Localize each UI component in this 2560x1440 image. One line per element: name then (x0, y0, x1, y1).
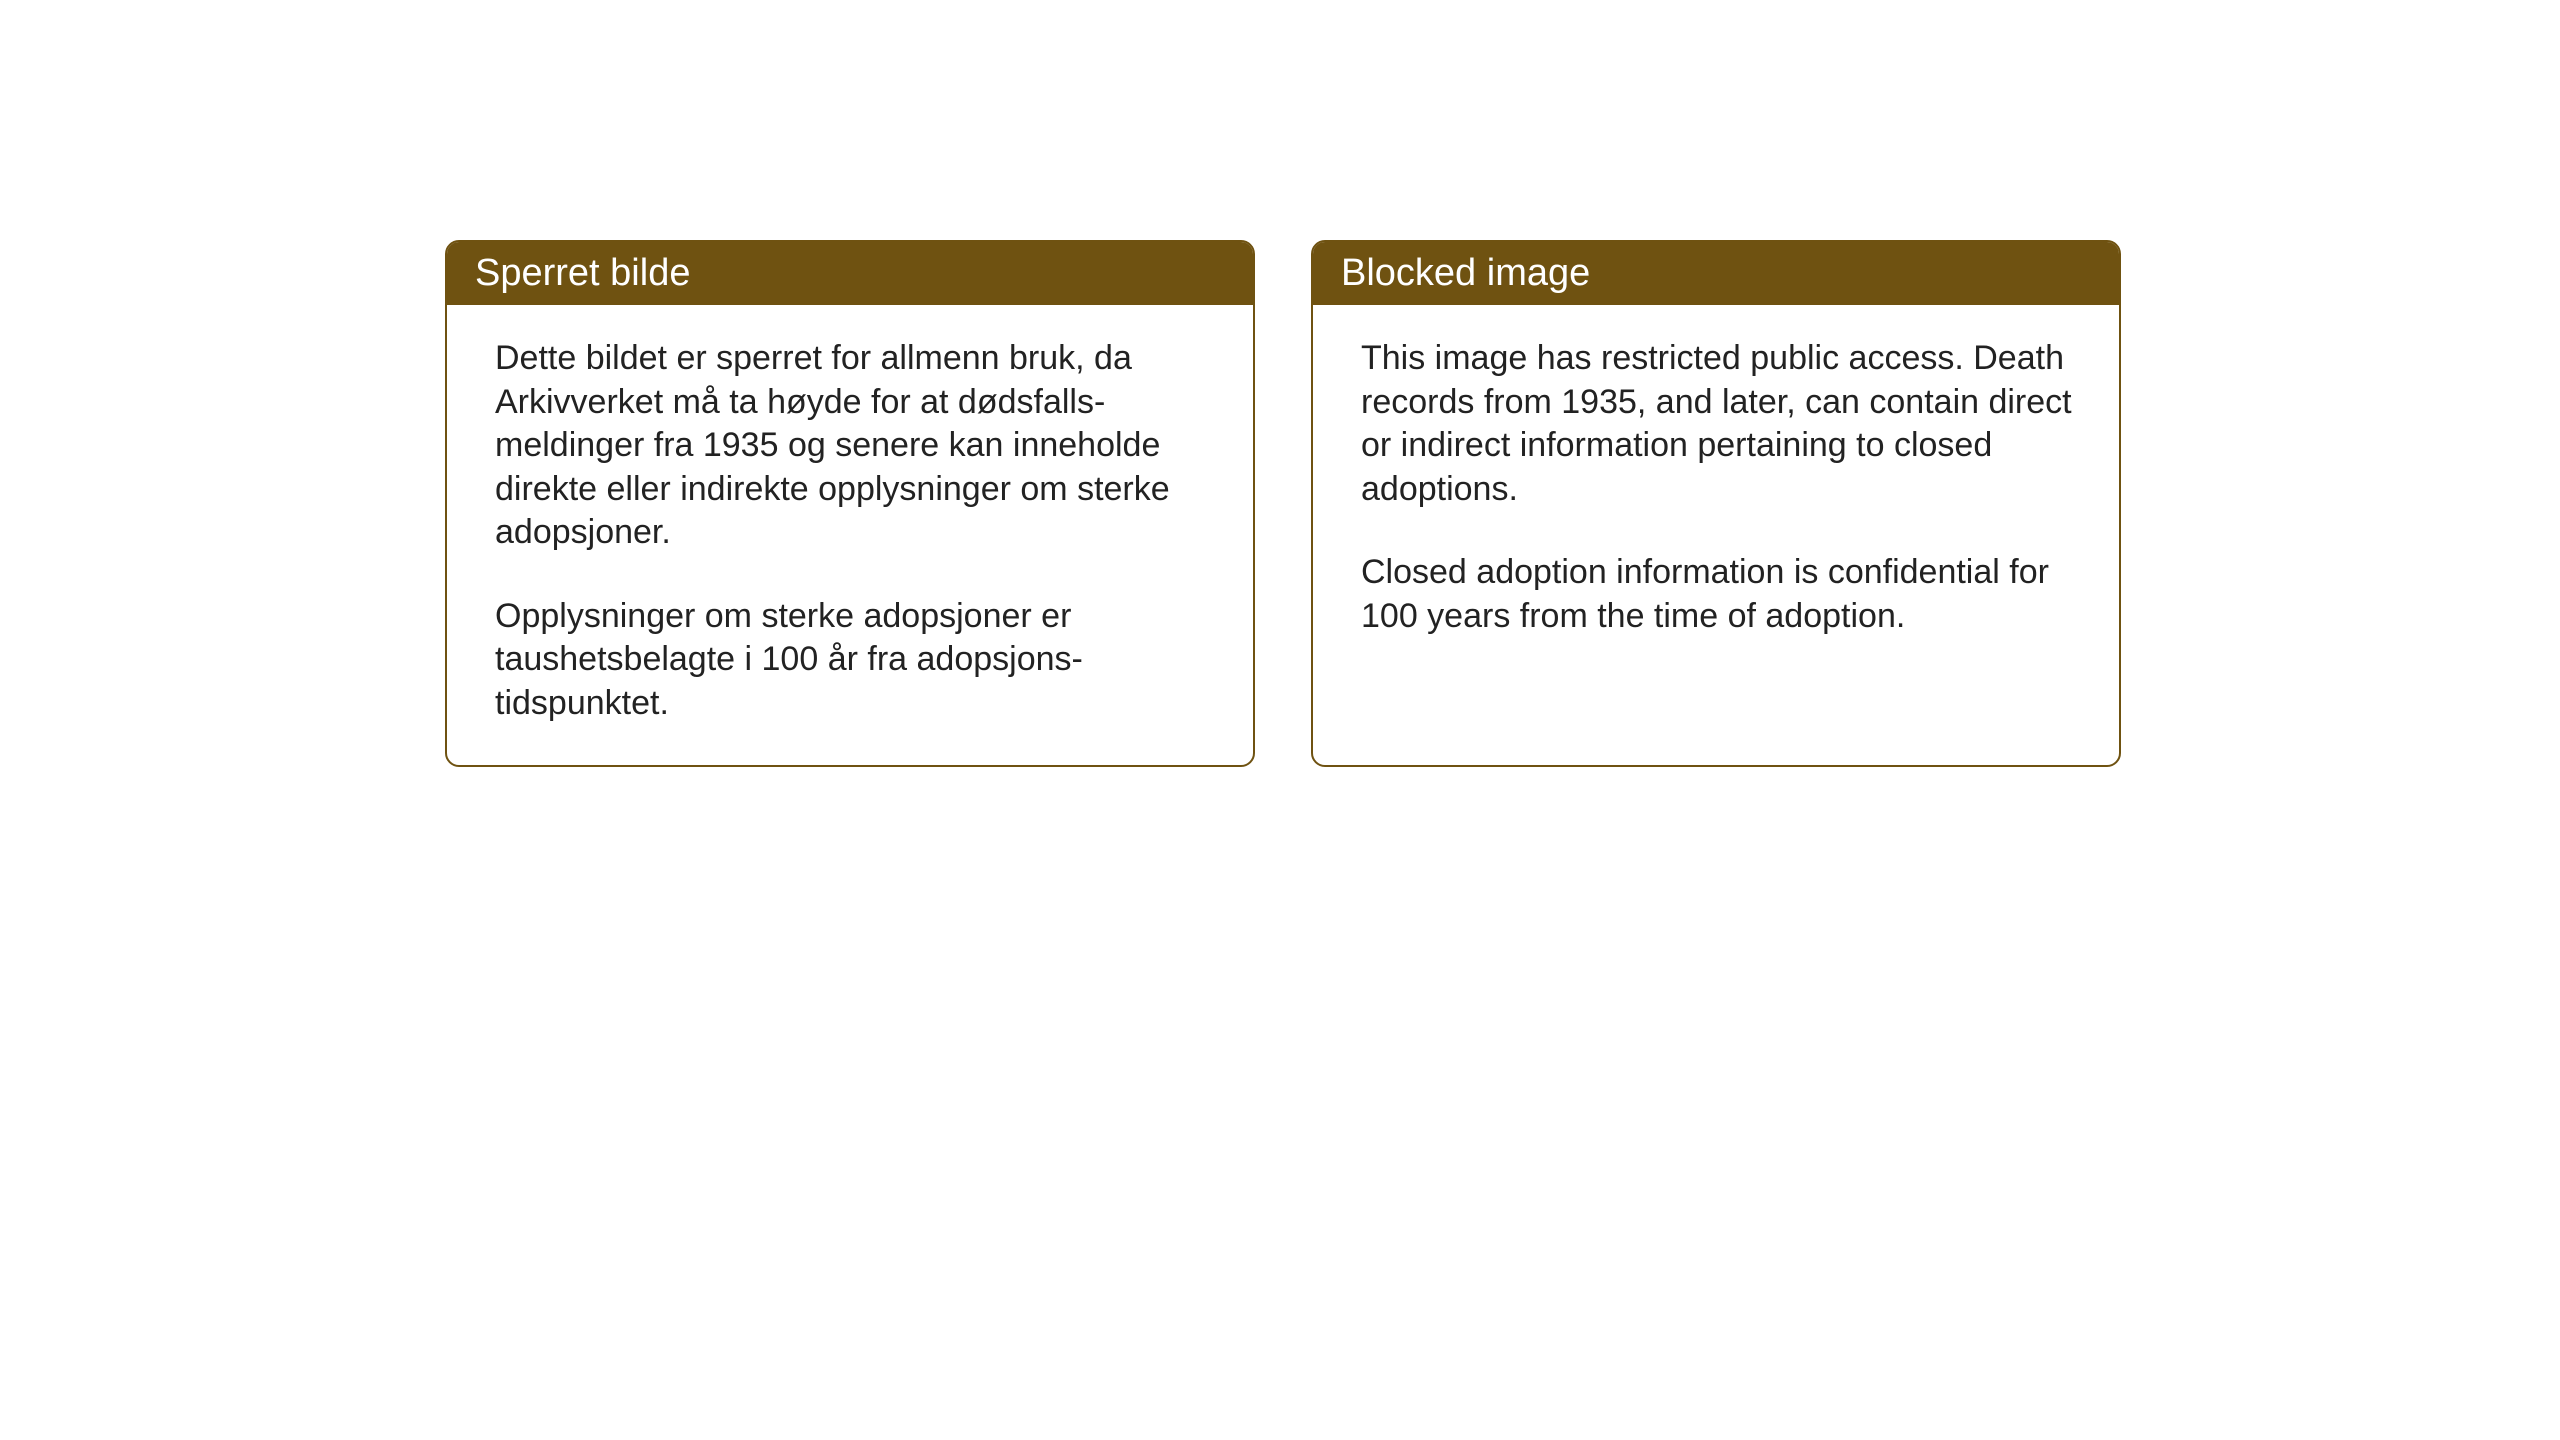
notice-body-english: This image has restricted public access.… (1313, 305, 2119, 757)
notice-box-english: Blocked image This image has restricted … (1311, 240, 2121, 767)
notice-title-norwegian: Sperret bilde (475, 252, 690, 294)
notice-paragraph-2-norwegian: Opplysninger om sterke adopsjoner er tau… (495, 595, 1209, 726)
notice-paragraph-2-english: Closed adoption information is confident… (1361, 551, 2075, 638)
notice-header-norwegian: Sperret bilde (447, 242, 1253, 305)
notice-header-english: Blocked image (1313, 242, 2119, 305)
notice-title-english: Blocked image (1341, 252, 1590, 294)
notice-container: Sperret bilde Dette bildet er sperret fo… (445, 240, 2121, 767)
notice-paragraph-1-english: This image has restricted public access.… (1361, 337, 2075, 511)
notice-body-norwegian: Dette bildet er sperret for allmenn bruk… (447, 305, 1253, 765)
notice-paragraph-1-norwegian: Dette bildet er sperret for allmenn bruk… (495, 337, 1209, 555)
notice-box-norwegian: Sperret bilde Dette bildet er sperret fo… (445, 240, 1255, 767)
